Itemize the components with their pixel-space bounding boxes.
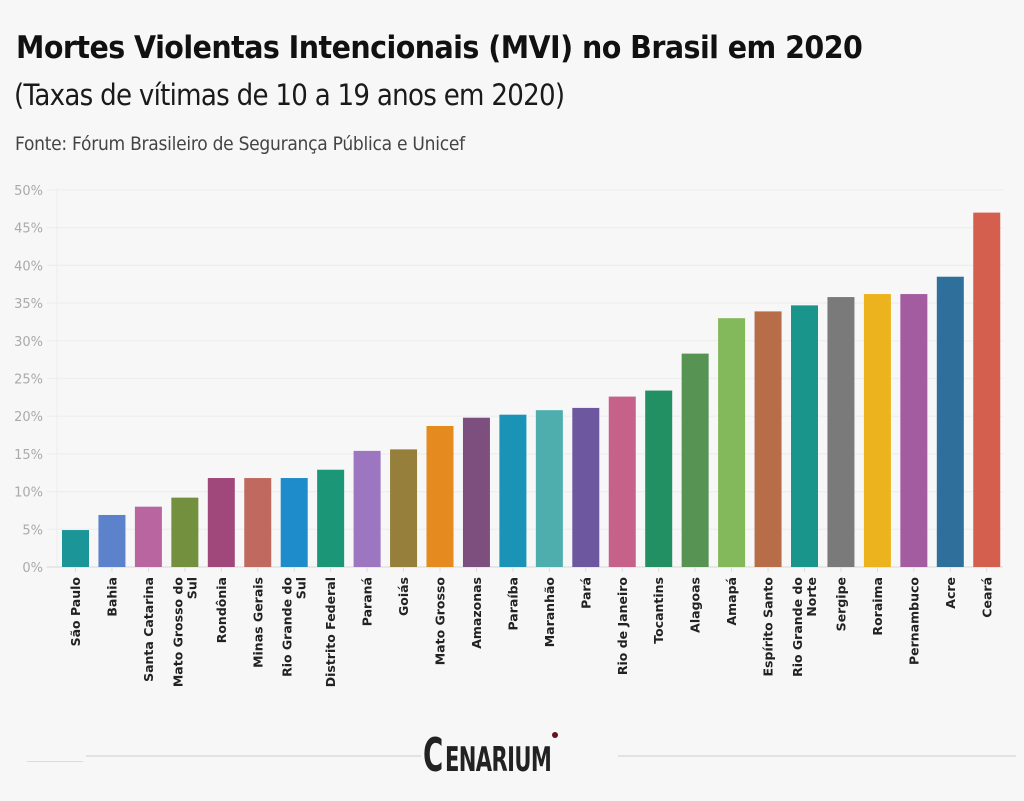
y-tick-label: 45% [14,222,43,237]
chart-source: Fonte: Fórum Brasileiro de Segurança Púb… [15,133,465,155]
x-tick-label: Sergipe [833,577,848,631]
y-tick-label: 10% [14,486,43,501]
x-tick-label: Alagoas [688,577,703,633]
x-tick-label: Maranhão [542,577,557,648]
x-tick-label: Pernambuco [906,577,921,665]
bar [134,506,162,567]
x-tick-label: São Paulo [68,577,83,647]
x-tick-label: Paraíba [505,577,520,631]
bar [244,478,272,567]
bar [390,449,418,567]
bar [973,212,1001,567]
bar [681,353,709,567]
chart-subtitle: (Taxas de vítimas de 10 a 19 anos em 202… [14,78,565,112]
y-axis: 0% 5% 10% 15% 20% 25% 30% 35% 40% 45% 50% [14,184,43,576]
x-tick-label: Rio Grande do [790,577,805,677]
bar [718,318,746,567]
x-tick-label: Norte [804,577,819,617]
bars [62,212,1001,567]
cenarium-logo: C ENARIUM [421,728,619,782]
logo-dot-icon [552,732,558,738]
y-tick-label: 40% [14,259,43,274]
bar [426,426,454,567]
bar [754,311,782,567]
bar [791,305,818,567]
y-tick-label: 0% [22,561,43,576]
y-tick-label: 20% [14,410,43,425]
x-tick-label: Goiás [396,577,411,616]
x-tick-label: Bahia [104,577,119,617]
y-tick-label: 30% [14,335,43,350]
x-tick-label: Santa Catarina [141,577,156,682]
x-tick-label: Minas Gerais [250,577,265,668]
bar [936,276,964,567]
bar [171,497,199,567]
bar [863,294,891,567]
x-tick-label: Rio de Janeiro [615,577,630,676]
x-axis: São Paulo Bahia Santa Catarina Mato Grosso … [68,567,994,687]
x-tick-label: Roraima [870,577,885,636]
bar-chart: 0% 5% 10% 15% 20% 25% 30% 35% 40% 45% 50% São Paul… [14,184,1003,687]
chart-title: Mortes Violentas Intencionais (MVI) no B… [16,30,863,66]
y-tick-label: 35% [14,297,43,312]
bar [280,478,308,567]
y-tick-label: 15% [14,448,43,463]
bar [645,390,673,567]
x-tick-label: Amazonas [469,577,484,649]
x-tick-label: Pará [578,577,593,609]
footer-divider-left [27,761,83,762]
bar [572,407,600,567]
x-tick-label: Rondônia [214,577,229,643]
x-tick-label: Espírito Santo [761,577,776,677]
x-tick-label: Distrito Federal [323,577,338,687]
bar [62,530,89,567]
x-tick-label: Rio Grande do [280,577,295,677]
x-tick-label: Tocantins [651,577,666,644]
logo-text: ENARIUM [445,740,552,780]
bar [900,294,928,567]
bar [608,396,636,567]
bar [353,450,381,567]
logo-initial: C [423,728,444,782]
x-tick-label: Ceará [979,577,994,618]
x-tick-label: Sul [184,577,199,599]
x-tick-label: Mato Grosso do [170,577,185,688]
bar [207,478,235,567]
y-tick-label: 25% [14,373,43,388]
bar [499,414,527,567]
bar [98,514,126,567]
x-tick-label: Acre [943,577,958,609]
bar [827,297,855,567]
bar [535,410,563,567]
bar [462,417,490,567]
x-tick-label: Amapá [724,577,739,626]
y-tick-label: 5% [22,523,43,538]
x-tick-label: Sul [294,577,309,599]
x-tick-label: Mato Grosso [433,577,448,666]
x-tick-label: Paraná [360,577,375,626]
bar [317,469,345,567]
y-tick-label: 50% [14,184,43,199]
